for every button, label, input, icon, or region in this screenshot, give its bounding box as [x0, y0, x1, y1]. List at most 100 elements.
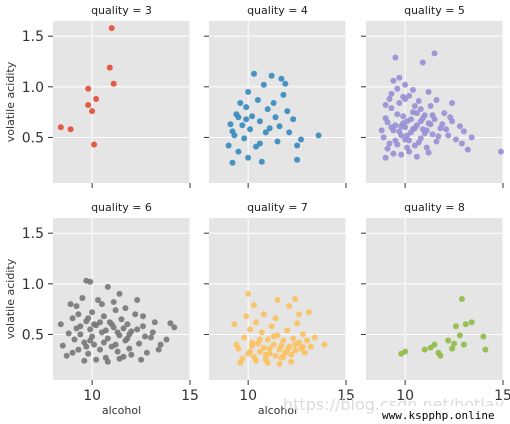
data-point — [402, 348, 409, 355]
data-point — [87, 278, 94, 285]
data-point — [272, 315, 279, 322]
data-point — [140, 313, 146, 320]
data-point — [408, 116, 414, 123]
data-point — [400, 113, 407, 120]
data-point — [288, 351, 295, 358]
data-point — [482, 346, 489, 353]
data-point — [453, 323, 459, 330]
data-point — [301, 349, 308, 356]
data-point — [77, 331, 84, 338]
data-point — [456, 123, 463, 130]
data-point — [315, 132, 322, 139]
data-point — [114, 329, 121, 336]
panel-background — [366, 218, 503, 380]
data-point — [140, 323, 146, 330]
data-point — [305, 309, 312, 316]
data-point — [149, 329, 156, 336]
data-point — [390, 150, 397, 157]
data-point — [280, 353, 287, 360]
data-point — [237, 359, 244, 366]
data-point — [468, 134, 475, 141]
data-point — [266, 345, 273, 352]
data-point — [95, 297, 101, 303]
data-point — [410, 126, 416, 133]
data-point — [245, 88, 252, 95]
data-point — [69, 315, 76, 322]
y-tick-label: 1.0 — [22, 80, 44, 96]
data-point — [231, 321, 238, 328]
data-point — [425, 88, 432, 95]
x-axis-label: alcohol — [258, 404, 297, 417]
panel-background — [53, 218, 190, 380]
data-point — [147, 334, 154, 341]
data-point — [85, 315, 92, 322]
data-point — [415, 139, 422, 146]
data-point — [243, 116, 250, 123]
panel-title: quality = 5 — [404, 4, 465, 17]
data-point — [394, 111, 401, 118]
data-point — [280, 91, 287, 98]
data-point — [439, 121, 446, 128]
data-point — [256, 140, 263, 147]
site-badge-text: www.kspphp.online — [382, 409, 495, 422]
data-point — [132, 311, 139, 318]
data-point — [120, 325, 127, 332]
data-point — [411, 103, 418, 109]
data-point — [264, 336, 271, 343]
data-point — [251, 70, 257, 77]
data-point — [282, 80, 289, 87]
data-point — [237, 100, 244, 106]
data-point — [447, 114, 454, 121]
panel-title: quality = 3 — [91, 4, 152, 17]
data-point — [85, 102, 92, 108]
data-point — [380, 134, 387, 141]
data-point — [406, 137, 413, 144]
data-point — [278, 75, 285, 82]
x-tick-label: 10 — [239, 388, 257, 404]
data-point — [260, 344, 267, 351]
x-tick-label: 15 — [337, 388, 355, 404]
data-point — [390, 77, 397, 84]
data-point — [63, 352, 70, 359]
data-point — [386, 140, 393, 147]
data-point — [171, 324, 178, 331]
data-point — [110, 80, 117, 87]
data-point — [247, 126, 254, 133]
data-point — [85, 85, 92, 92]
data-point — [421, 346, 428, 353]
data-point — [112, 307, 119, 314]
data-point — [116, 290, 123, 297]
data-point — [449, 345, 456, 352]
data-point — [235, 148, 242, 155]
data-point — [253, 319, 259, 326]
data-point — [388, 124, 395, 131]
data-point — [382, 154, 389, 161]
data-point — [460, 341, 467, 348]
data-point — [462, 321, 469, 328]
data-point — [124, 335, 131, 342]
data-point — [118, 316, 125, 323]
data-point — [445, 132, 452, 139]
data-point — [437, 352, 444, 359]
data-point — [429, 131, 436, 138]
data-point — [100, 339, 107, 346]
data-point — [256, 348, 263, 355]
data-point — [243, 104, 250, 111]
data-point — [235, 114, 242, 121]
data-point — [112, 341, 119, 348]
data-point — [272, 352, 279, 359]
data-point — [134, 326, 141, 333]
data-point — [278, 342, 285, 349]
data-point — [398, 151, 405, 158]
y-axis-label: volatile acidity — [4, 61, 17, 142]
facet-panel-6: quality = 81015alcohol — [361, 201, 510, 417]
data-point — [65, 330, 72, 337]
x-tick-label: 10 — [83, 388, 101, 404]
data-point — [386, 96, 393, 102]
x-tick-label: 10 — [396, 388, 414, 404]
data-point — [468, 319, 475, 326]
data-point — [321, 341, 328, 348]
data-point — [292, 347, 299, 354]
data-point — [268, 323, 275, 330]
data-point — [104, 358, 111, 365]
